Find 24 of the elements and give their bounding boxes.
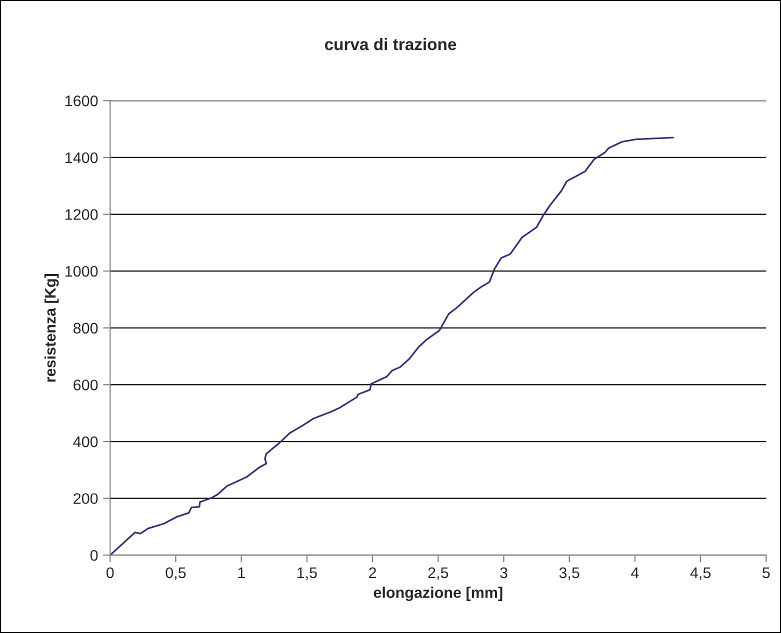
x-tick-label: 1,5 (297, 568, 317, 580)
y-axis-title: resistenza [Kg] (44, 274, 59, 382)
y-tick-label: 200 (74, 493, 98, 504)
y-tick-label: 1600 (65, 96, 98, 106)
y-tick-label: 800 (73, 322, 98, 334)
x-tick-label: 5 (762, 568, 770, 578)
chart-title: curva di trazione (324, 38, 456, 50)
x-tick-label: 1 (238, 568, 245, 578)
x-tick-label: 0,5 (166, 567, 186, 580)
y-tick-label: 1200 (65, 209, 98, 220)
x-tick-label: 2,5 (428, 567, 448, 580)
x-axis-title: elongazione [mm] (374, 586, 502, 602)
y-tick-label: 1000 (65, 266, 98, 277)
x-tick-label: 4 (631, 568, 639, 578)
x-tick-label: 0 (106, 567, 114, 578)
y-tick-label: 0 (90, 550, 98, 561)
line-series (110, 136, 674, 556)
x-tick-label: 3,5 (559, 567, 580, 580)
x-tick-label: 3 (500, 567, 508, 578)
y-tick-label: 600 (74, 380, 98, 390)
x-tick-label: 2 (369, 567, 376, 578)
x-tick-label: 4,5 (690, 568, 711, 580)
y-tick-label: 400 (73, 436, 98, 448)
y-tick-label: 1400 (65, 152, 98, 164)
